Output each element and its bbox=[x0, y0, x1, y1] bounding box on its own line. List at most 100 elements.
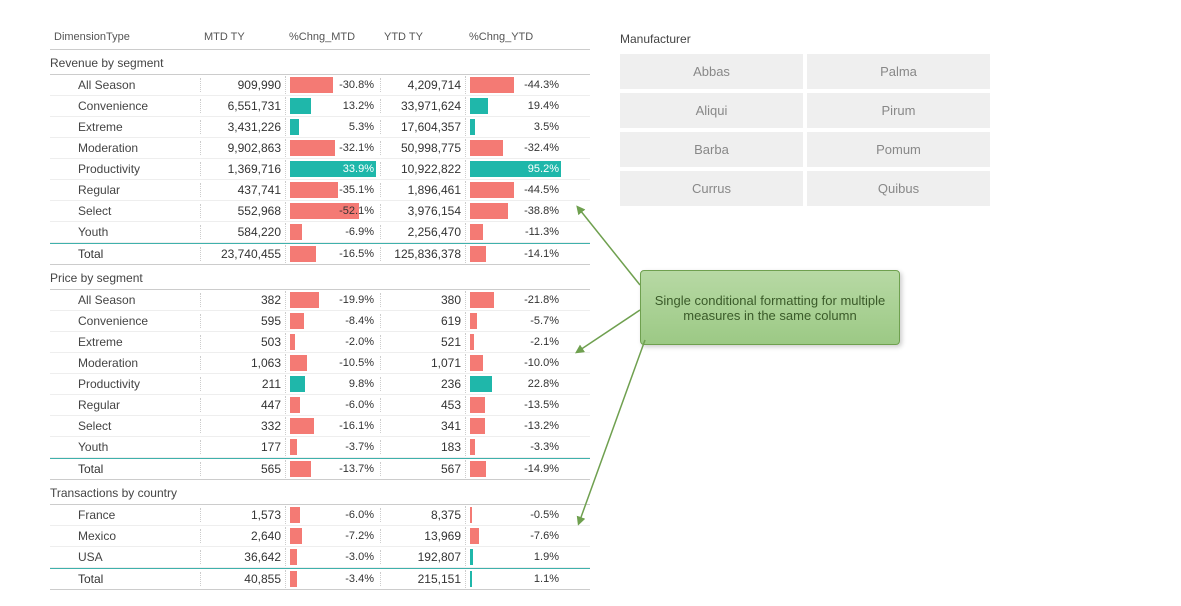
group-header[interactable]: Price by segment bbox=[50, 265, 590, 290]
row-label: France bbox=[50, 508, 200, 522]
pct-chng-mtd: -6.9% bbox=[285, 223, 380, 241]
pct-chng-mtd: -10.5% bbox=[285, 354, 380, 372]
pct-chng-ytd: -13.2% bbox=[465, 417, 565, 435]
table-row[interactable]: Productivity2119.8%23622.8% bbox=[50, 374, 590, 395]
matrix-header-row: DimensionType MTD TY %Chng_MTD YTD TY %C… bbox=[50, 25, 590, 50]
pct-chng-mtd: -6.0% bbox=[285, 506, 380, 524]
table-row[interactable]: Select552,968-52.1%3,976,154-38.8% bbox=[50, 201, 590, 222]
col-header-chng-ytd[interactable]: %Chng_YTD bbox=[465, 29, 565, 45]
mtd-value: 382 bbox=[200, 293, 285, 307]
table-row[interactable]: Regular447-6.0%453-13.5% bbox=[50, 395, 590, 416]
pct-chng-mtd: -19.9% bbox=[285, 291, 380, 309]
pct-chng-mtd: -16.5% bbox=[285, 245, 380, 263]
pct-chng-mtd: 9.8% bbox=[285, 375, 380, 393]
ytd-value: 8,375 bbox=[380, 508, 465, 522]
col-header-chng-mtd[interactable]: %Chng_MTD bbox=[285, 29, 380, 45]
row-label: Mexico bbox=[50, 529, 200, 543]
group-header[interactable]: Transactions by country bbox=[50, 480, 590, 505]
row-label: Extreme bbox=[50, 335, 200, 349]
table-row[interactable]: Total23,740,455-16.5%125,836,378-14.1% bbox=[50, 243, 590, 265]
table-row[interactable]: Convenience595-8.4%619-5.7% bbox=[50, 311, 590, 332]
table-row[interactable]: Youth584,220-6.9%2,256,470-11.3% bbox=[50, 222, 590, 243]
ytd-value: 10,922,822 bbox=[380, 162, 465, 176]
table-row[interactable]: Convenience6,551,73113.2%33,971,62419.4% bbox=[50, 96, 590, 117]
mtd-value: 40,855 bbox=[200, 572, 285, 586]
pct-chng-mtd: -32.1% bbox=[285, 139, 380, 157]
table-row[interactable]: Youth177-3.7%183-3.3% bbox=[50, 437, 590, 458]
row-label: Total bbox=[50, 462, 200, 476]
slicer-item[interactable]: Aliqui bbox=[620, 93, 803, 128]
mtd-value: 6,551,731 bbox=[200, 99, 285, 113]
pct-chng-ytd: -14.1% bbox=[465, 245, 565, 263]
pct-chng-mtd: 13.2% bbox=[285, 97, 380, 115]
pct-chng-mtd: -2.0% bbox=[285, 333, 380, 351]
pct-chng-ytd: -38.8% bbox=[465, 202, 565, 220]
col-header-dimtype[interactable]: DimensionType bbox=[50, 29, 200, 45]
annotation-callout: Single conditional formatting for multip… bbox=[640, 270, 900, 345]
slicer-item[interactable]: Palma bbox=[807, 54, 990, 89]
row-label: All Season bbox=[50, 293, 200, 307]
slicer-item[interactable]: Currus bbox=[620, 171, 803, 206]
table-row[interactable]: USA36,642-3.0%192,8071.9% bbox=[50, 547, 590, 568]
row-label: Moderation bbox=[50, 356, 200, 370]
ytd-value: 3,976,154 bbox=[380, 204, 465, 218]
pct-chng-ytd: 19.4% bbox=[465, 97, 565, 115]
mtd-value: 909,990 bbox=[200, 78, 285, 92]
table-row[interactable]: All Season382-19.9%380-21.8% bbox=[50, 290, 590, 311]
table-row[interactable]: Productivity1,369,71633.9%10,922,82295.2… bbox=[50, 159, 590, 180]
slicer-item[interactable]: Abbas bbox=[620, 54, 803, 89]
ytd-value: 341 bbox=[380, 419, 465, 433]
col-header-mtdty[interactable]: MTD TY bbox=[200, 29, 285, 45]
table-row[interactable]: Moderation9,902,863-32.1%50,998,775-32.4… bbox=[50, 138, 590, 159]
pct-chng-mtd: -13.7% bbox=[285, 460, 380, 478]
pct-chng-ytd: -2.1% bbox=[465, 333, 565, 351]
table-row[interactable]: Mexico2,640-7.2%13,969-7.6% bbox=[50, 526, 590, 547]
row-label: Select bbox=[50, 419, 200, 433]
mtd-value: 3,431,226 bbox=[200, 120, 285, 134]
slicer-item[interactable]: Barba bbox=[620, 132, 803, 167]
row-label: Regular bbox=[50, 183, 200, 197]
row-label: All Season bbox=[50, 78, 200, 92]
pct-chng-ytd: 95.2% bbox=[465, 160, 565, 178]
slicer-item[interactable]: Pirum bbox=[807, 93, 990, 128]
ytd-value: 4,209,714 bbox=[380, 78, 465, 92]
mtd-value: 332 bbox=[200, 419, 285, 433]
table-row[interactable]: Select332-16.1%341-13.2% bbox=[50, 416, 590, 437]
row-label: Select bbox=[50, 204, 200, 218]
manufacturer-slicer: Manufacturer AbbasPalmaAliquiPirumBarbaP… bbox=[620, 32, 990, 206]
row-label: Extreme bbox=[50, 120, 200, 134]
ytd-value: 380 bbox=[380, 293, 465, 307]
callout-text: Single conditional formatting for multip… bbox=[651, 293, 889, 323]
row-label: Total bbox=[50, 572, 200, 586]
ytd-value: 125,836,378 bbox=[380, 247, 465, 261]
table-row[interactable]: All Season909,990-30.8%4,209,714-44.3% bbox=[50, 75, 590, 96]
pct-chng-mtd: -3.4% bbox=[285, 570, 380, 588]
mtd-value: 437,741 bbox=[200, 183, 285, 197]
table-row[interactable]: Extreme503-2.0%521-2.1% bbox=[50, 332, 590, 353]
group-header[interactable]: Revenue by segment bbox=[50, 50, 590, 75]
ytd-value: 521 bbox=[380, 335, 465, 349]
mtd-value: 552,968 bbox=[200, 204, 285, 218]
ytd-value: 453 bbox=[380, 398, 465, 412]
pct-chng-mtd: -52.1% bbox=[285, 202, 380, 220]
pct-chng-ytd: -32.4% bbox=[465, 139, 565, 157]
ytd-value: 215,151 bbox=[380, 572, 465, 586]
row-label: Convenience bbox=[50, 314, 200, 328]
slicer-item[interactable]: Pomum bbox=[807, 132, 990, 167]
table-row[interactable]: Total565-13.7%567-14.9% bbox=[50, 458, 590, 480]
pct-chng-mtd: -3.0% bbox=[285, 548, 380, 566]
table-row[interactable]: Moderation1,063-10.5%1,071-10.0% bbox=[50, 353, 590, 374]
table-row[interactable]: France1,573-6.0%8,375-0.5% bbox=[50, 505, 590, 526]
col-header-ytdty[interactable]: YTD TY bbox=[380, 29, 465, 45]
table-row[interactable]: Extreme3,431,2265.3%17,604,3573.5% bbox=[50, 117, 590, 138]
slicer-item[interactable]: Quibus bbox=[807, 171, 990, 206]
ytd-value: 13,969 bbox=[380, 529, 465, 543]
pct-chng-mtd: 33.9% bbox=[285, 160, 380, 178]
pct-chng-ytd: 1.1% bbox=[465, 570, 565, 588]
table-row[interactable]: Regular437,741-35.1%1,896,461-44.5% bbox=[50, 180, 590, 201]
mtd-value: 36,642 bbox=[200, 550, 285, 564]
ytd-value: 1,896,461 bbox=[380, 183, 465, 197]
ytd-value: 1,071 bbox=[380, 356, 465, 370]
ytd-value: 2,256,470 bbox=[380, 225, 465, 239]
table-row[interactable]: Total40,855-3.4%215,1511.1% bbox=[50, 568, 590, 590]
